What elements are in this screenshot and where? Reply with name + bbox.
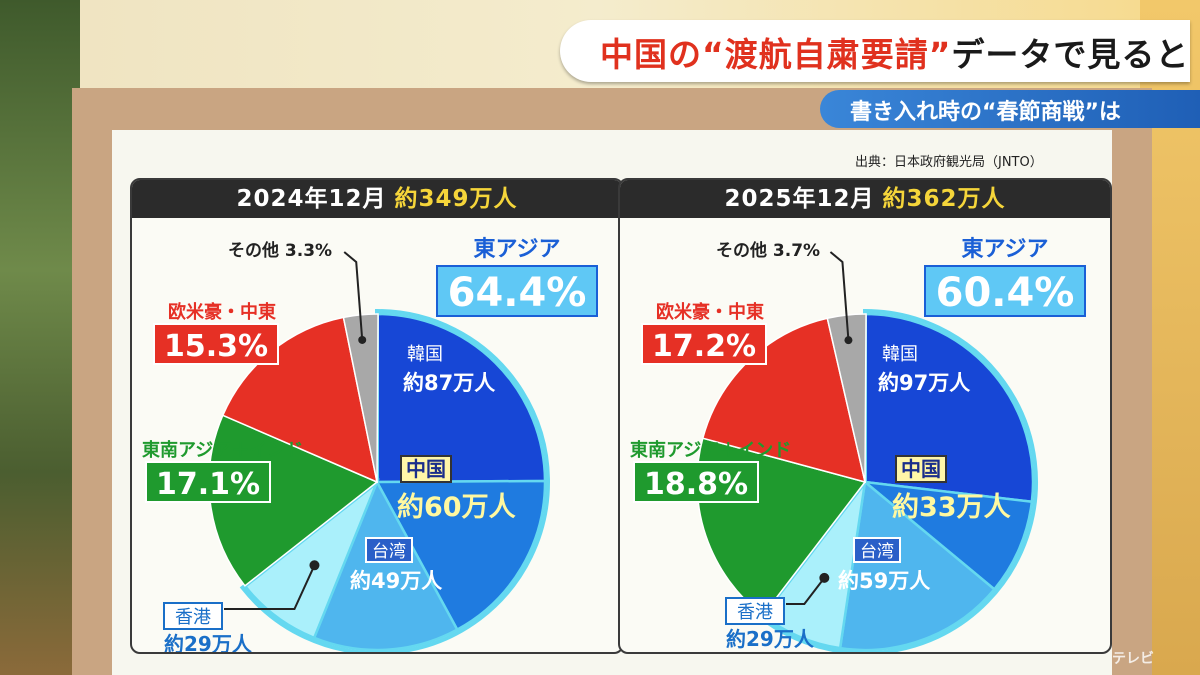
headline-suffix: データで見ると [951,35,1190,74]
sea-india-name-2024: 東南アジア＋インド [142,439,303,461]
panel-header-2025: 2025年12月 約362万人 [620,180,1110,218]
east-asia-pct-2024: 64.4% [448,270,587,316]
hongkong-name-box-2024 [163,602,223,630]
taiwan-count-2024: 約49万人 [350,569,442,593]
east-asia-pct-box-2024 [436,265,598,317]
hongkong-dot-2024 [309,560,320,571]
slice-中国-2024 [374,479,547,632]
korea-count-2024: 約87万人 [403,371,495,395]
taiwan-name-2025: 台湾 [860,542,894,562]
western-pct-box-2025 [641,323,767,365]
panel-total-2024: 約349万人 [394,186,518,212]
east-asia-pct-box-2025 [924,265,1086,317]
headline-banner [560,20,1190,82]
east-asia-pct-2025: 60.4% [936,270,1075,316]
slice-韓国-2025 [863,312,1035,504]
western-name-2024: 欧米豪・中東 [168,301,276,323]
other-leader-2024 [343,251,364,341]
other-dot-2025 [844,336,853,345]
china-name-2025: 中国 [901,457,941,481]
panel-title-2024: 2024年12月 [236,186,387,212]
hongkong-count-2025: 約29万人 [726,627,815,651]
hongkong-name-2024: 香港 [175,607,211,628]
western-pct-2025: 17.2% [652,329,756,364]
sea-india-pct-box-2025 [633,461,759,503]
east-asia-outline-2024 [239,308,550,652]
east-asia-outline-2025 [758,308,1038,652]
hongkong-dot-2025 [819,572,830,583]
korea-name-2024: 韓国 [407,344,443,365]
slice-sea-india-2024 [208,414,379,587]
panel-header-2024: 2024年12月 約349万人 [132,180,622,218]
hongkong-count-2024: 約29万人 [164,632,253,652]
source-note: 出典：日本政府観光局（JNTO） [855,155,1043,170]
taiwan-count-2025: 約59万人 [838,569,930,593]
slice-韓国-2024 [375,312,547,484]
taiwan-name-box-2025 [853,537,901,563]
korea-name-2025: 韓国 [882,344,918,365]
sea-india-name-2025: 東南アジア＋インド [630,439,791,461]
korea-count-2025: 約97万人 [878,371,970,395]
slice-台湾-2024 [312,479,459,652]
tv-watermark: テレビ [1112,651,1154,667]
other-label-2025: その他 3.7% [716,240,820,261]
studio-background-plants [0,0,80,675]
east-asia-name-2025: 東アジア [961,237,1048,262]
panel-title-2025: 2025年12月 [724,186,875,212]
china-name-box-2024 [400,455,452,483]
china-count-2025: 約33万人 [892,491,1011,523]
western-pct-2024: 15.3% [164,329,268,364]
taiwan-name-box-2024 [365,537,413,563]
headline-highlight: “渡航自粛要請” [702,35,952,74]
subheadline-text: 書き入れ時の“春節商戦”は [850,100,1121,125]
other-dot-2024 [358,335,367,344]
sea-india-pct-box-2024 [145,461,271,503]
headline-prefix: 中国の [600,35,702,74]
slice-台湾-2025 [838,479,997,652]
other-label-2024: その他 3.3% [228,240,332,261]
chart-panel-2025: 2025年12月 約362万人 韓国約97万人中国約33万人台湾約59万人香港約2… [618,178,1112,654]
taiwan-name-2024: 台湾 [372,542,406,562]
hongkong-name-2025: 香港 [737,602,773,623]
slice-中国-2025 [860,480,1034,591]
subheadline-banner [820,90,1200,128]
western-pct-box-2024 [153,323,279,365]
hongkong-leader-2024 [224,564,316,610]
chart-panel-2024: 2024年12月 約349万人 韓国約87万人中国約60万人台湾約49万人香港約2… [130,178,624,654]
western-name-2025: 欧米豪・中東 [656,301,764,323]
sea-india-pct-2024: 17.1% [156,467,260,502]
china-name-2024: 中国 [406,457,446,481]
east-asia-name-2024: 東アジア [473,237,560,262]
panel-total-2025: 約362万人 [882,186,1006,212]
china-count-2024: 約60万人 [397,491,516,523]
hongkong-leader-2025 [786,577,826,605]
other-leader-2025 [829,251,850,341]
hongkong-name-box-2025 [725,597,785,625]
china-name-box-2025 [895,455,947,483]
sea-india-pct-2025: 18.8% [644,467,748,502]
headline-text: 中国の“渡航自粛要請”データで見ると [600,28,1189,76]
